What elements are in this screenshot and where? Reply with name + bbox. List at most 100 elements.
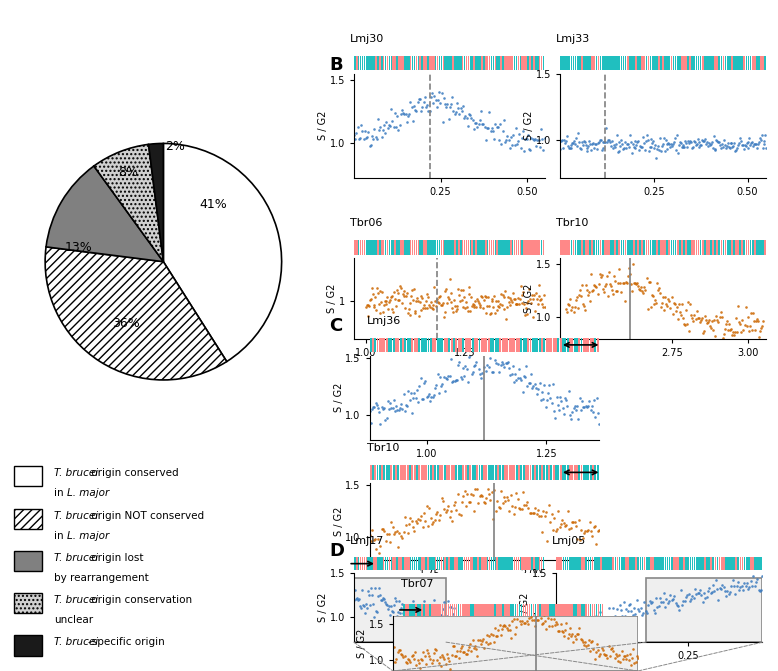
Point	[671, 301, 683, 312]
Point	[426, 392, 439, 403]
Point	[515, 289, 527, 300]
Bar	[698, 240, 699, 255]
Bar	[406, 240, 408, 255]
Bar	[392, 56, 394, 70]
Point	[500, 607, 513, 618]
Bar	[619, 557, 621, 570]
Point	[484, 618, 496, 629]
Bar	[405, 465, 406, 480]
Bar	[584, 557, 585, 570]
Bar	[400, 240, 401, 255]
Point	[398, 511, 411, 522]
Bar	[460, 465, 462, 480]
Bar	[389, 557, 391, 570]
Point	[569, 401, 581, 411]
Bar	[415, 56, 417, 70]
Bar	[594, 240, 595, 255]
Bar	[426, 240, 427, 255]
Bar	[597, 338, 599, 352]
Point	[499, 620, 511, 631]
Bar	[579, 56, 580, 70]
Bar	[423, 557, 425, 570]
Point	[527, 134, 540, 145]
Point	[384, 121, 396, 132]
Point	[594, 272, 607, 282]
Point	[461, 645, 474, 656]
Point	[745, 325, 758, 336]
Bar	[502, 338, 503, 352]
Point	[440, 507, 452, 517]
Point	[446, 303, 458, 313]
Point	[731, 327, 744, 338]
Point	[670, 144, 682, 155]
Bar	[495, 338, 496, 352]
Bar	[450, 56, 452, 70]
Bar	[423, 240, 425, 255]
Point	[570, 133, 583, 144]
Point	[637, 287, 650, 298]
Point	[469, 483, 482, 494]
Point	[363, 589, 375, 600]
Point	[416, 654, 429, 665]
Point	[381, 396, 394, 407]
Bar	[464, 56, 465, 70]
Point	[655, 302, 668, 313]
Point	[723, 318, 735, 329]
Bar	[405, 338, 406, 352]
Point	[549, 412, 562, 423]
Point	[495, 632, 507, 643]
Bar	[612, 240, 614, 255]
Point	[552, 623, 565, 634]
Bar	[598, 240, 599, 255]
Point	[407, 521, 419, 532]
Point	[360, 300, 373, 311]
Point	[518, 299, 531, 309]
Bar	[385, 557, 387, 570]
Point	[440, 619, 452, 629]
Point	[729, 327, 741, 338]
Point	[425, 92, 437, 103]
Bar	[466, 557, 468, 570]
Bar	[696, 240, 697, 255]
Bar	[654, 240, 656, 255]
Bar	[485, 56, 486, 70]
Bar	[429, 465, 432, 480]
Point	[469, 118, 482, 129]
Point	[382, 528, 394, 539]
Point	[588, 280, 601, 291]
Point	[370, 544, 383, 554]
Bar	[370, 56, 371, 70]
Bar	[573, 604, 575, 616]
Bar	[594, 56, 595, 70]
Point	[432, 297, 444, 307]
Point	[471, 122, 484, 133]
Point	[460, 297, 472, 308]
Point	[436, 604, 449, 615]
Point	[573, 136, 585, 147]
Point	[527, 615, 540, 625]
Point	[532, 291, 545, 302]
Point	[373, 299, 385, 309]
Text: T. brucei: T. brucei	[54, 511, 99, 521]
Text: origin conservation: origin conservation	[88, 595, 192, 605]
Bar	[640, 56, 641, 70]
Point	[555, 136, 567, 146]
Point	[579, 637, 591, 648]
Point	[727, 581, 740, 592]
Point	[682, 297, 695, 308]
Point	[554, 615, 566, 625]
Point	[632, 280, 644, 291]
Point	[500, 492, 513, 503]
Point	[487, 619, 499, 629]
Bar	[543, 604, 545, 616]
Point	[702, 317, 714, 327]
Bar	[358, 56, 359, 70]
Point	[398, 291, 410, 302]
Point	[557, 627, 569, 637]
Point	[380, 295, 392, 306]
Bar	[615, 557, 616, 570]
Point	[628, 277, 640, 288]
Point	[436, 116, 449, 127]
Bar	[476, 604, 478, 616]
Point	[566, 617, 578, 628]
